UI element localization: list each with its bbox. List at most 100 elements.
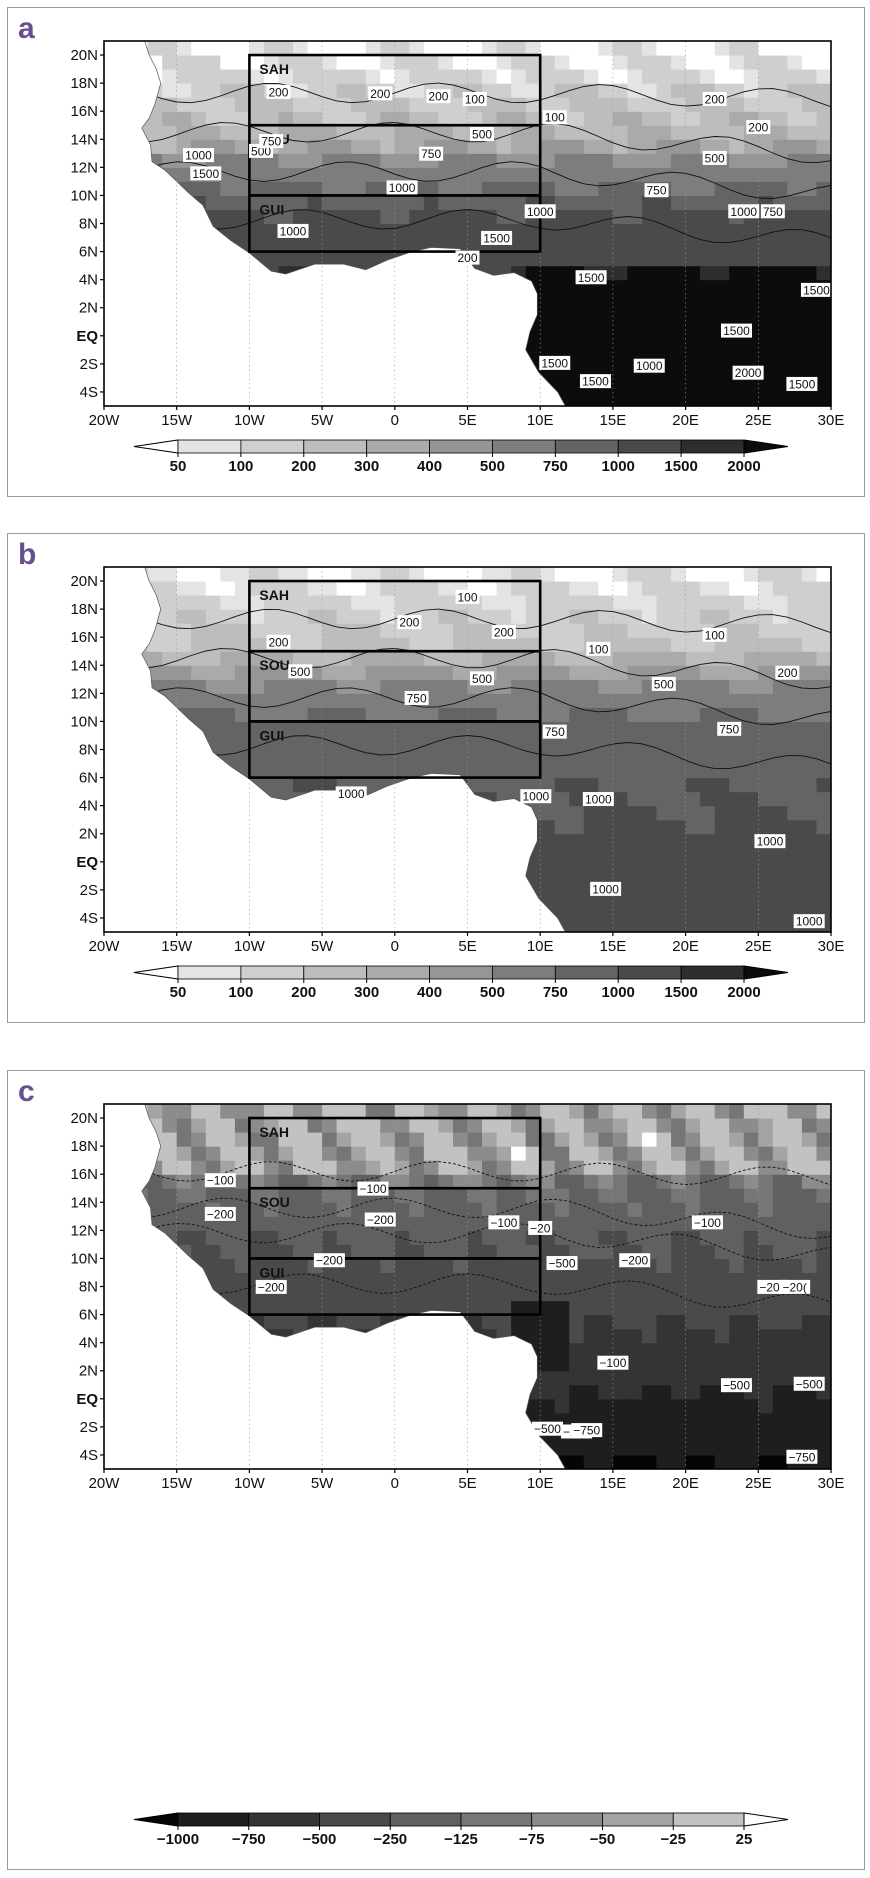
colorbar-label: 50 [170,984,187,1001]
lat-label: 2S [80,356,98,373]
lon-label: 10E [527,412,554,429]
svg-text:−200: −200 [258,1280,285,1294]
contour-label: 500 [470,127,494,142]
lat-label: 8N [79,1279,98,1296]
svg-text:−20: −20 [530,1221,551,1235]
contour-label: −500 [547,1256,578,1271]
lat-label: 2N [79,300,98,317]
svg-text:500: 500 [705,151,725,165]
lon-label: 20W [89,938,121,955]
contour-label: 100 [463,92,487,107]
lat-label: 6N [79,244,98,261]
contour-label: 1000 [590,882,621,897]
lon-label: 25E [745,938,772,955]
lon-label: 30E [818,1475,845,1492]
contour-label: 2000 [733,366,764,381]
lat-label: 12N [70,685,98,702]
contour-label: 1000 [583,792,614,807]
contour-label: 200 [426,89,450,104]
lat-label: 8N [79,742,98,759]
contour-label: 200 [775,666,799,681]
contour-label: −200 [314,1253,345,1268]
contour-label: −100 [357,1182,388,1197]
svg-text:1500: 1500 [582,375,609,389]
svg-text:750: 750 [763,205,783,219]
contour-label: 100 [703,628,727,643]
colorbar-label: −75 [519,1831,544,1848]
svg-text:200: 200 [705,92,725,106]
colorbar: −1000 −750 −500 −250 −125 −75 −50 −25 25 [134,1813,788,1848]
map-panel-b: b SAH SOU GUI 200 200 100 200 100 100 200 500 500 50… [7,533,865,1023]
svg-text:−750: −750 [788,1450,815,1464]
contour-label: −100 [488,1215,519,1230]
colorbar-segment [492,966,555,979]
colorbar-segment [249,1813,320,1826]
lat-label: 14N [70,657,98,674]
contour-label: 1500 [539,356,570,371]
lon-label: 10W [234,938,266,955]
colorbar-label: −250 [373,1831,407,1848]
colorbar-label: −125 [444,1831,478,1848]
region-label: SAH [259,61,289,77]
colorbar-segment [320,1813,391,1826]
svg-text:1000: 1000 [338,787,365,801]
svg-text:−200: −200 [316,1254,343,1268]
colorbar-label: 200 [291,984,316,1001]
svg-text:500: 500 [472,672,492,686]
contour-label: −750 [786,1450,817,1465]
svg-text:100: 100 [705,628,725,642]
svg-text:1000: 1000 [527,205,554,219]
contour-label: 500 [652,677,676,692]
svg-text:500: 500 [654,677,674,691]
lat-label: 2N [79,826,98,843]
region-label: SOU [259,1194,289,1210]
svg-text:2000: 2000 [735,366,762,380]
svg-text:−100: −100 [490,1216,517,1230]
svg-text:750: 750 [545,725,565,739]
lon-label: 20W [89,1475,121,1492]
lon-label: 15E [600,938,627,955]
svg-text:1000: 1000 [522,790,549,804]
svg-text:−200: −200 [367,1213,394,1227]
contour-label: 200 [456,251,480,266]
colorbar-label: 2000 [727,458,760,475]
lat-label: 18N [70,1138,98,1155]
lat-label: 16N [70,1166,98,1183]
lon-label: 25E [745,412,772,429]
colorbar-segment [744,440,788,453]
svg-text:1000: 1000 [636,359,663,373]
svg-text:−200: −200 [621,1254,648,1268]
colorbar-label: 1000 [602,984,635,1001]
lat-label: EQ [76,328,98,345]
lat-label: 20N [70,1110,98,1127]
lat-label: 12N [70,1222,98,1239]
lat-label: 12N [70,159,98,176]
svg-text:200: 200 [494,625,514,639]
contour-label: 750 [543,725,567,740]
lat-label: 10N [70,1250,98,1267]
contour-label: 100 [543,110,567,125]
contour-label: −200 [365,1213,396,1228]
svg-text:200: 200 [428,90,448,104]
contour-label: 1500 [721,324,752,339]
contour-label: 750 [717,722,741,737]
contour-label: −100 [597,1356,628,1371]
lon-label: 10E [527,1475,554,1492]
lon-label: 5E [458,412,476,429]
contour-label: 1000 [634,359,665,374]
lat-label: 18N [70,75,98,92]
contour-label: 200 [266,85,290,100]
lat-label: EQ [76,854,98,871]
lon-label: 5E [458,938,476,955]
contour-label: 750 [761,204,785,219]
lat-label: 18N [70,601,98,618]
colorbar-segment [241,966,304,979]
contour-label: 1500 [801,283,832,298]
rainfall-map: SAHSOUGUI200200100200100100200500500 5007… [8,534,864,1022]
contour-label: 500 [703,151,727,166]
svg-text:−20(: −20( [782,1280,806,1294]
colorbar-segment [461,1813,532,1826]
colorbar-label: 300 [354,984,379,1001]
colorbar-segment [367,440,430,453]
contour-label: −200 [619,1253,650,1268]
